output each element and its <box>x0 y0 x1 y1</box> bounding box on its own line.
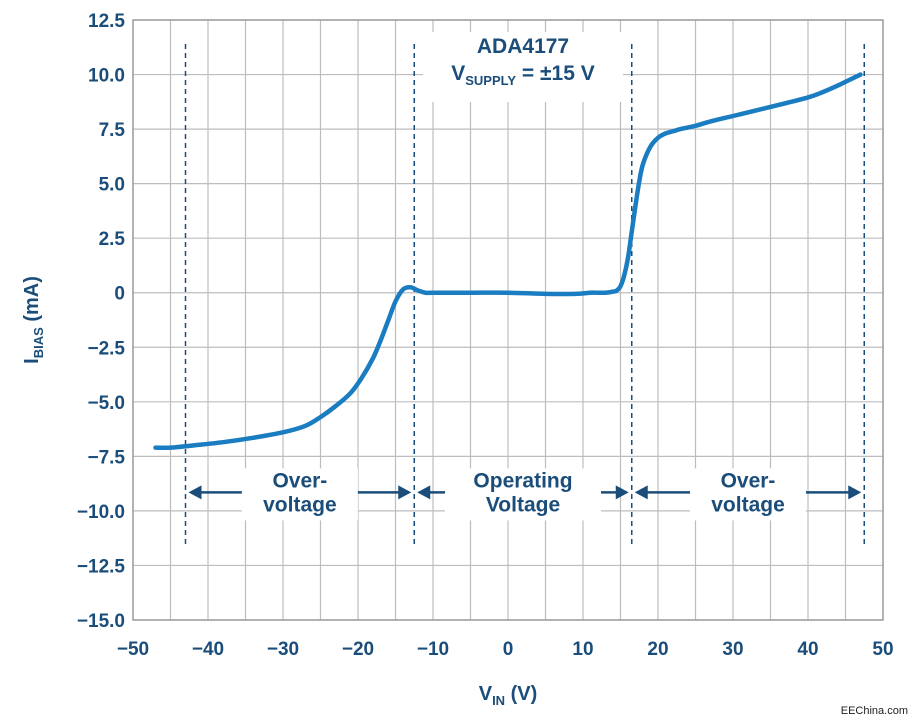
subtitle-subscript: SUPPLY <box>465 73 516 88</box>
y-tick-label: 7.5 <box>99 120 126 141</box>
region-label-line1: Over- <box>272 469 327 492</box>
subtitle-rest: = ±15 V <box>516 62 595 85</box>
x-tick-labels: −50 −40 −30 −20 −10 0 10 20 30 40 50 <box>117 639 894 660</box>
x-tick-label: −40 <box>192 639 224 660</box>
plot-frame <box>132 19 884 621</box>
grid <box>132 19 884 621</box>
region-label-background <box>445 468 601 521</box>
x-tick-label: 30 <box>722 639 743 660</box>
y-tick-label: −7.5 <box>87 447 125 468</box>
y-tick-label: −15.0 <box>77 611 125 632</box>
arrow-head <box>848 485 862 500</box>
x-tick-label: −50 <box>117 639 149 660</box>
y-tick-label: 12.5 <box>88 11 125 32</box>
y-tick-label: 5.0 <box>99 175 125 196</box>
x-axis-label-main: V <box>479 683 493 705</box>
arrow-head <box>417 485 431 500</box>
plot-border <box>132 19 884 621</box>
chart-subtitle: VSUPPLY = ±15 V <box>451 62 595 88</box>
x-axis-label-subscript: IN <box>492 693 505 708</box>
y-axis-label-main: I <box>21 358 43 364</box>
watermark: EEChina.com <box>840 705 908 717</box>
y-axis-label-subscript: BIAS <box>31 327 46 358</box>
chart-title-box: ADA4177 VSUPPLY = ±15 V <box>423 32 623 102</box>
arrow-head <box>634 485 648 500</box>
y-tick-label: −10.0 <box>77 502 125 523</box>
y-tick-label: −12.5 <box>77 556 126 577</box>
region-label-line1: Operating <box>473 469 572 492</box>
region-label-line2: voltage <box>263 493 337 516</box>
x-tick-label: −10 <box>417 639 449 660</box>
x-tick-label: −30 <box>267 639 299 660</box>
x-tick-label: −20 <box>342 639 374 660</box>
x-tick-label: 20 <box>647 639 668 660</box>
y-tick-label: 0 <box>114 284 125 305</box>
x-tick-label: 40 <box>797 639 818 660</box>
y-tick-label: 2.5 <box>99 229 126 250</box>
arrow-head <box>398 485 412 500</box>
title-background <box>423 32 623 102</box>
x-tick-label: 10 <box>572 639 593 660</box>
x-axis-label: VIN (V) <box>479 683 538 708</box>
region-label-line2: voltage <box>711 493 785 516</box>
x-tick-label: 50 <box>872 639 893 660</box>
region-label-background <box>241 468 358 521</box>
y-axis-label-rest: (mA) <box>21 276 43 327</box>
y-tick-label: −5.0 <box>87 393 125 414</box>
region-label-background <box>690 468 806 521</box>
arrow-head <box>615 485 629 500</box>
x-tick-label: 0 <box>503 639 514 660</box>
chart-title: ADA4177 <box>477 35 569 58</box>
region-label-line2: Voltage <box>486 493 560 516</box>
region-label-line1: Over- <box>721 469 776 492</box>
arrow-head <box>188 485 202 500</box>
region-arrows <box>188 468 862 521</box>
series-line-ibias <box>153 72 863 451</box>
y-tick-label: 10.0 <box>88 66 125 87</box>
y-tick-label: −2.5 <box>87 338 125 359</box>
y-tick-labels: 12.5 10.0 7.5 5.0 2.5 0 −2.5 −5.0 −7.5 −10.0 −12.5… <box>77 11 126 632</box>
y-axis-label: IBIAS (mA) <box>21 276 46 364</box>
x-axis-label-rest: (V) <box>505 683 537 705</box>
subtitle-main: V <box>451 62 465 85</box>
region-markers <box>184 44 865 546</box>
